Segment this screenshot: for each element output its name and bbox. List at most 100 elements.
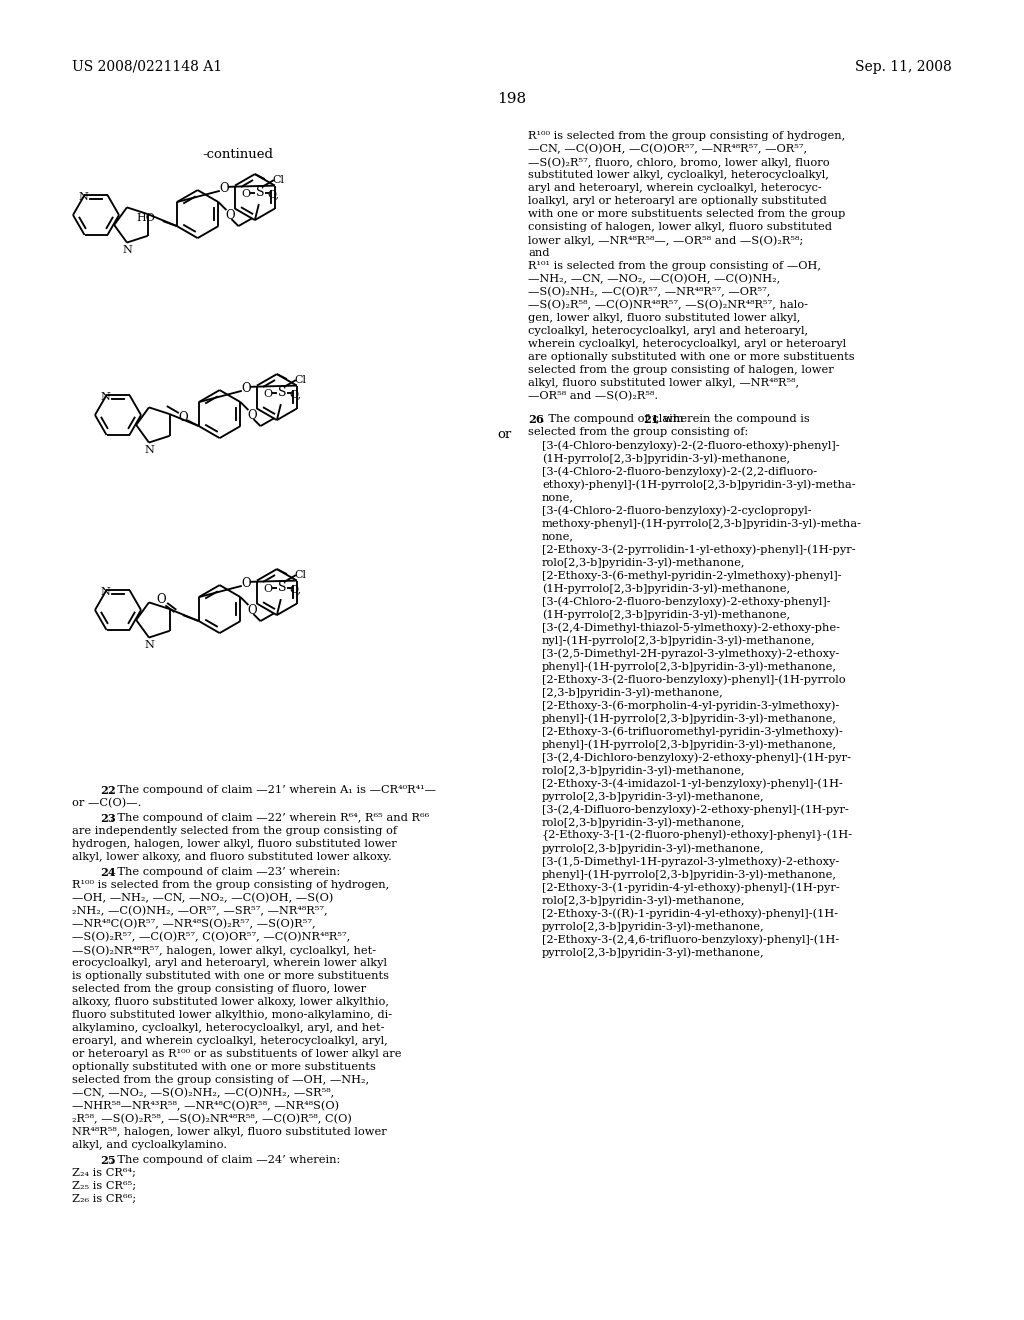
- Text: rolo[2,3-b]pyridin-3-yl)-methanone,: rolo[2,3-b]pyridin-3-yl)-methanone,: [542, 895, 745, 906]
- Text: (1H-pyrrolo[2,3-b]pyridin-3-yl)-methanone,: (1H-pyrrolo[2,3-b]pyridin-3-yl)-methanon…: [542, 609, 791, 619]
- Text: with one or more substituents selected from the group: with one or more substituents selected f…: [528, 209, 846, 219]
- Text: O: O: [178, 411, 187, 424]
- Text: [3-(2,5-Dimethyl-2H-pyrazol-3-ylmethoxy)-2-ethoxy-: [3-(2,5-Dimethyl-2H-pyrazol-3-ylmethoxy)…: [542, 648, 840, 659]
- Text: N: N: [100, 587, 111, 597]
- Text: optionally substituted with one or more substituents: optionally substituted with one or more …: [72, 1063, 376, 1072]
- Text: Z₂₅ is CR⁶⁵;: Z₂₅ is CR⁶⁵;: [72, 1181, 136, 1191]
- Text: [2-Ethoxy-3-(2,4,6-trifluoro-benzyloxy)-phenyl]-(1H-: [2-Ethoxy-3-(2,4,6-trifluoro-benzyloxy)-…: [542, 935, 840, 945]
- Text: [2-Ethoxy-3-(2-fluoro-benzyloxy)-phenyl]-(1H-pyrrolo: [2-Ethoxy-3-(2-fluoro-benzyloxy)-phenyl]…: [542, 675, 846, 685]
- Text: rolo[2,3-b]pyridin-3-yl)-methanone,: rolo[2,3-b]pyridin-3-yl)-methanone,: [542, 766, 745, 776]
- Text: —NHR⁵⁸—NR⁴³R⁵⁸, —NR⁴⁸C(O)R⁵⁸, —NR⁴⁸S(O): —NHR⁵⁸—NR⁴³R⁵⁸, —NR⁴⁸C(O)R⁵⁸, —NR⁴⁸S(O): [72, 1101, 339, 1111]
- Text: . The compound of claim —24’ wherein:: . The compound of claim —24’ wherein:: [110, 1155, 340, 1166]
- Text: O: O: [263, 389, 272, 399]
- Text: (1H-pyrrolo[2,3-b]pyridin-3-yl)-methanone,: (1H-pyrrolo[2,3-b]pyridin-3-yl)-methanon…: [542, 583, 791, 594]
- Text: loalkyl, aryl or heteroaryl are optionally substituted: loalkyl, aryl or heteroaryl are optional…: [528, 195, 826, 206]
- Text: Cl: Cl: [272, 176, 285, 185]
- Text: {2-Ethoxy-3-[1-(2-fluoro-phenyl)-ethoxy]-phenyl}-(1H-: {2-Ethoxy-3-[1-(2-fluoro-phenyl)-ethoxy]…: [542, 830, 853, 841]
- Text: N: N: [122, 244, 132, 255]
- Text: or heteroaryl as R¹⁰⁰ or as substituents of lower alkyl are: or heteroaryl as R¹⁰⁰ or as substituents…: [72, 1049, 401, 1059]
- Text: alkyl, and cycloalkylamino.: alkyl, and cycloalkylamino.: [72, 1140, 227, 1150]
- Text: phenyl]-(1H-pyrrolo[2,3-b]pyridin-3-yl)-methanone,: phenyl]-(1H-pyrrolo[2,3-b]pyridin-3-yl)-…: [542, 869, 837, 879]
- Text: . The compound of claim: . The compound of claim: [541, 414, 687, 424]
- Text: O: O: [156, 593, 166, 606]
- Text: selected from the group consisting of halogen, lower: selected from the group consisting of ha…: [528, 366, 834, 375]
- Text: fluoro substituted lower alkylthio, mono-alkylamino, di-: fluoro substituted lower alkylthio, mono…: [72, 1010, 392, 1020]
- Text: HO: HO: [136, 213, 155, 223]
- Text: O,: O,: [290, 389, 302, 399]
- Text: nyl]-(1H-pyrrolo[2,3-b]pyridin-3-yl)-methanone,: nyl]-(1H-pyrrolo[2,3-b]pyridin-3-yl)-met…: [542, 635, 816, 645]
- Text: [2-Ethoxy-3-(1-pyridin-4-yl-ethoxy)-phenyl]-(1H-pyr-: [2-Ethoxy-3-(1-pyridin-4-yl-ethoxy)-phen…: [542, 882, 840, 892]
- Text: are independently selected from the group consisting of: are independently selected from the grou…: [72, 826, 397, 836]
- Text: O,: O,: [268, 189, 280, 199]
- Text: S: S: [278, 385, 286, 399]
- Text: [3-(2,4-Difluoro-benzyloxy)-2-ethoxy-phenyl]-(1H-pyr-: [3-(2,4-Difluoro-benzyloxy)-2-ethoxy-phe…: [542, 804, 849, 814]
- Text: —OH, —NH₂, —CN, —NO₂, —C(O)OH, —S(O): —OH, —NH₂, —CN, —NO₂, —C(O)OH, —S(O): [72, 894, 334, 903]
- Text: —NH₂, —CN, —NO₂, —C(O)OH, —C(O)NH₂,: —NH₂, —CN, —NO₂, —C(O)OH, —C(O)NH₂,: [528, 275, 780, 284]
- Text: pyrrolo[2,3-b]pyridin-3-yl)-methanone,: pyrrolo[2,3-b]pyridin-3-yl)-methanone,: [542, 843, 765, 854]
- Text: N: N: [144, 445, 154, 454]
- Text: methoxy-phenyl]-(1H-pyrrolo[2,3-b]pyridin-3-yl)-metha-: methoxy-phenyl]-(1H-pyrrolo[2,3-b]pyridi…: [542, 517, 862, 528]
- Text: —S(O)₂NH₂, —C(O)R⁵⁷, —NR⁴⁸R⁵⁷, —OR⁵⁷,: —S(O)₂NH₂, —C(O)R⁵⁷, —NR⁴⁸R⁵⁷, —OR⁵⁷,: [528, 286, 770, 297]
- Text: rolo[2,3-b]pyridin-3-yl)-methanone,: rolo[2,3-b]pyridin-3-yl)-methanone,: [542, 817, 745, 828]
- Text: hydrogen, halogen, lower alkyl, fluoro substituted lower: hydrogen, halogen, lower alkyl, fluoro s…: [72, 840, 396, 849]
- Text: O: O: [225, 209, 236, 222]
- Text: rolo[2,3-b]pyridin-3-yl)-methanone,: rolo[2,3-b]pyridin-3-yl)-methanone,: [542, 557, 745, 568]
- Text: pyrrolo[2,3-b]pyridin-3-yl)-methanone,: pyrrolo[2,3-b]pyridin-3-yl)-methanone,: [542, 946, 765, 957]
- Text: Cl: Cl: [295, 375, 307, 385]
- Text: none,: none,: [542, 492, 574, 502]
- Text: alkyl, fluoro substituted lower alkyl, —NR⁴⁸R⁵⁸,: alkyl, fluoro substituted lower alkyl, —…: [528, 378, 799, 388]
- Text: N: N: [79, 193, 88, 202]
- Text: ₂NH₂, —C(O)NH₂, —OR⁵⁷, —SR⁵⁷, —NR⁴⁸R⁵⁷,: ₂NH₂, —C(O)NH₂, —OR⁵⁷, —SR⁵⁷, —NR⁴⁸R⁵⁷,: [72, 906, 328, 916]
- Text: gen, lower alkyl, fluoro substituted lower alkyl,: gen, lower alkyl, fluoro substituted low…: [528, 313, 801, 323]
- Text: Cl: Cl: [295, 570, 307, 579]
- Text: [2-Ethoxy-3-((R)-1-pyridin-4-yl-ethoxy)-phenyl]-(1H-: [2-Ethoxy-3-((R)-1-pyridin-4-yl-ethoxy)-…: [542, 908, 838, 919]
- Text: 21: 21: [643, 414, 658, 425]
- Text: N: N: [144, 640, 154, 649]
- Text: (1H-pyrrolo[2,3-b]pyridin-3-yl)-methanone,: (1H-pyrrolo[2,3-b]pyridin-3-yl)-methanon…: [542, 453, 791, 463]
- Text: selected from the group consisting of fluoro, lower: selected from the group consisting of fl…: [72, 983, 367, 994]
- Text: 26: 26: [528, 414, 544, 425]
- Text: lower alkyl, —NR⁴⁸R⁵⁸—, —OR⁵⁸ and —S(O)₂R⁵⁸;: lower alkyl, —NR⁴⁸R⁵⁸—, —OR⁵⁸ and —S(O)₂…: [528, 235, 803, 246]
- Text: [2-Ethoxy-3-(4-imidazol-1-yl-benzyloxy)-phenyl]-(1H-: [2-Ethoxy-3-(4-imidazol-1-yl-benzyloxy)-…: [542, 777, 843, 788]
- Text: selected from the group consisting of:: selected from the group consisting of:: [528, 426, 749, 437]
- Text: alkylamino, cycloalkyl, heterocycloalkyl, aryl, and het-: alkylamino, cycloalkyl, heterocycloalkyl…: [72, 1023, 384, 1034]
- Text: R¹⁰⁰ is selected from the group consisting of hydrogen,: R¹⁰⁰ is selected from the group consisti…: [72, 880, 389, 890]
- Text: [3-(4-Chloro-2-fluoro-benzyloxy)-2-(2,2-difluoro-: [3-(4-Chloro-2-fluoro-benzyloxy)-2-(2,2-…: [542, 466, 817, 477]
- Text: [2-Ethoxy-3-(6-trifluoromethyl-pyridin-3-ylmethoxy)-: [2-Ethoxy-3-(6-trifluoromethyl-pyridin-3…: [542, 726, 843, 737]
- Text: R¹⁰⁰ is selected from the group consisting of hydrogen,: R¹⁰⁰ is selected from the group consisti…: [528, 131, 845, 141]
- Text: —NR⁴⁸C(O)R⁵⁷, —NR⁴⁸S(O)₂R⁵⁷, —S(O)R⁵⁷,: —NR⁴⁸C(O)R⁵⁷, —NR⁴⁸S(O)₂R⁵⁷, —S(O)R⁵⁷,: [72, 919, 315, 929]
- Text: ethoxy)-phenyl]-(1H-pyrrolo[2,3-b]pyridin-3-yl)-metha-: ethoxy)-phenyl]-(1H-pyrrolo[2,3-b]pyridi…: [542, 479, 856, 490]
- Text: or: or: [497, 429, 511, 441]
- Text: —CN, —C(O)OH, —C(O)OR⁵⁷, —NR⁴⁸R⁵⁷, —OR⁵⁷,: —CN, —C(O)OH, —C(O)OR⁵⁷, —NR⁴⁸R⁵⁷, —OR⁵⁷…: [528, 144, 807, 154]
- Text: aryl and heteroaryl, wherein cycloalkyl, heterocyc-: aryl and heteroaryl, wherein cycloalkyl,…: [528, 183, 821, 193]
- Text: O: O: [241, 383, 251, 395]
- Text: US 2008/0221148 A1: US 2008/0221148 A1: [72, 59, 222, 74]
- Text: [2-Ethoxy-3-(2-pyrrolidin-1-yl-ethoxy)-phenyl]-(1H-pyr-: [2-Ethoxy-3-(2-pyrrolidin-1-yl-ethoxy)-p…: [542, 544, 856, 554]
- Text: 24: 24: [100, 867, 116, 878]
- Text: erocycloalkyl, aryl and heteroaryl, wherein lower alkyl: erocycloalkyl, aryl and heteroaryl, wher…: [72, 958, 387, 968]
- Text: or —C(O)—.: or —C(O)—.: [72, 799, 141, 808]
- Text: —S(O)₂R⁵⁷, —C(O)R⁵⁷, C(O)OR⁵⁷, —C(O)NR⁴⁸R⁵⁷,: —S(O)₂R⁵⁷, —C(O)R⁵⁷, C(O)OR⁵⁷, —C(O)NR⁴⁸…: [72, 932, 350, 942]
- Text: , wherein the compound is: , wherein the compound is: [656, 414, 810, 424]
- Text: [2-Ethoxy-3-(6-methyl-pyridin-2-ylmethoxy)-phenyl]-: [2-Ethoxy-3-(6-methyl-pyridin-2-ylmethox…: [542, 570, 842, 581]
- Text: eroaryl, and wherein cycloalkyl, heterocycloalkyl, aryl,: eroaryl, and wherein cycloalkyl, heteroc…: [72, 1036, 388, 1045]
- Text: . The compound of claim —22’ wherein R⁶⁴, R⁶⁵ and R⁶⁶: . The compound of claim —22’ wherein R⁶⁴…: [110, 813, 429, 822]
- Text: 23: 23: [100, 813, 116, 824]
- Text: . The compound of claim —23’ wherein:: . The compound of claim —23’ wherein:: [110, 867, 340, 876]
- Text: O,: O,: [290, 583, 302, 594]
- Text: [2-Ethoxy-3-(6-morpholin-4-yl-pyridin-3-ylmethoxy)-: [2-Ethoxy-3-(6-morpholin-4-yl-pyridin-3-…: [542, 700, 840, 710]
- Text: 22: 22: [100, 785, 116, 796]
- Text: [3-(2,4-Dimethyl-thiazol-5-ylmethoxy)-2-ethoxy-phe-: [3-(2,4-Dimethyl-thiazol-5-ylmethoxy)-2-…: [542, 622, 840, 632]
- Text: selected from the group consisting of —OH, —NH₂,: selected from the group consisting of —O…: [72, 1074, 369, 1085]
- Text: substituted lower alkyl, cycloalkyl, heterocycloalkyl,: substituted lower alkyl, cycloalkyl, het…: [528, 170, 828, 180]
- Text: Z₂₄ is CR⁶⁴;: Z₂₄ is CR⁶⁴;: [72, 1168, 136, 1177]
- Text: O: O: [248, 409, 257, 421]
- Text: [3-(4-Chloro-2-fluoro-benzyloxy)-2-cyclopropyl-: [3-(4-Chloro-2-fluoro-benzyloxy)-2-cyclo…: [542, 506, 812, 516]
- Text: alkoxy, fluoro substituted lower alkoxy, lower alkylthio,: alkoxy, fluoro substituted lower alkoxy,…: [72, 997, 389, 1007]
- Text: pyrrolo[2,3-b]pyridin-3-yl)-methanone,: pyrrolo[2,3-b]pyridin-3-yl)-methanone,: [542, 921, 765, 932]
- Text: none,: none,: [542, 531, 574, 541]
- Text: S: S: [278, 581, 286, 594]
- Text: -continued: -continued: [203, 148, 273, 161]
- Text: are optionally substituted with one or more substituents: are optionally substituted with one or m…: [528, 352, 855, 362]
- Text: Sep. 11, 2008: Sep. 11, 2008: [855, 59, 952, 74]
